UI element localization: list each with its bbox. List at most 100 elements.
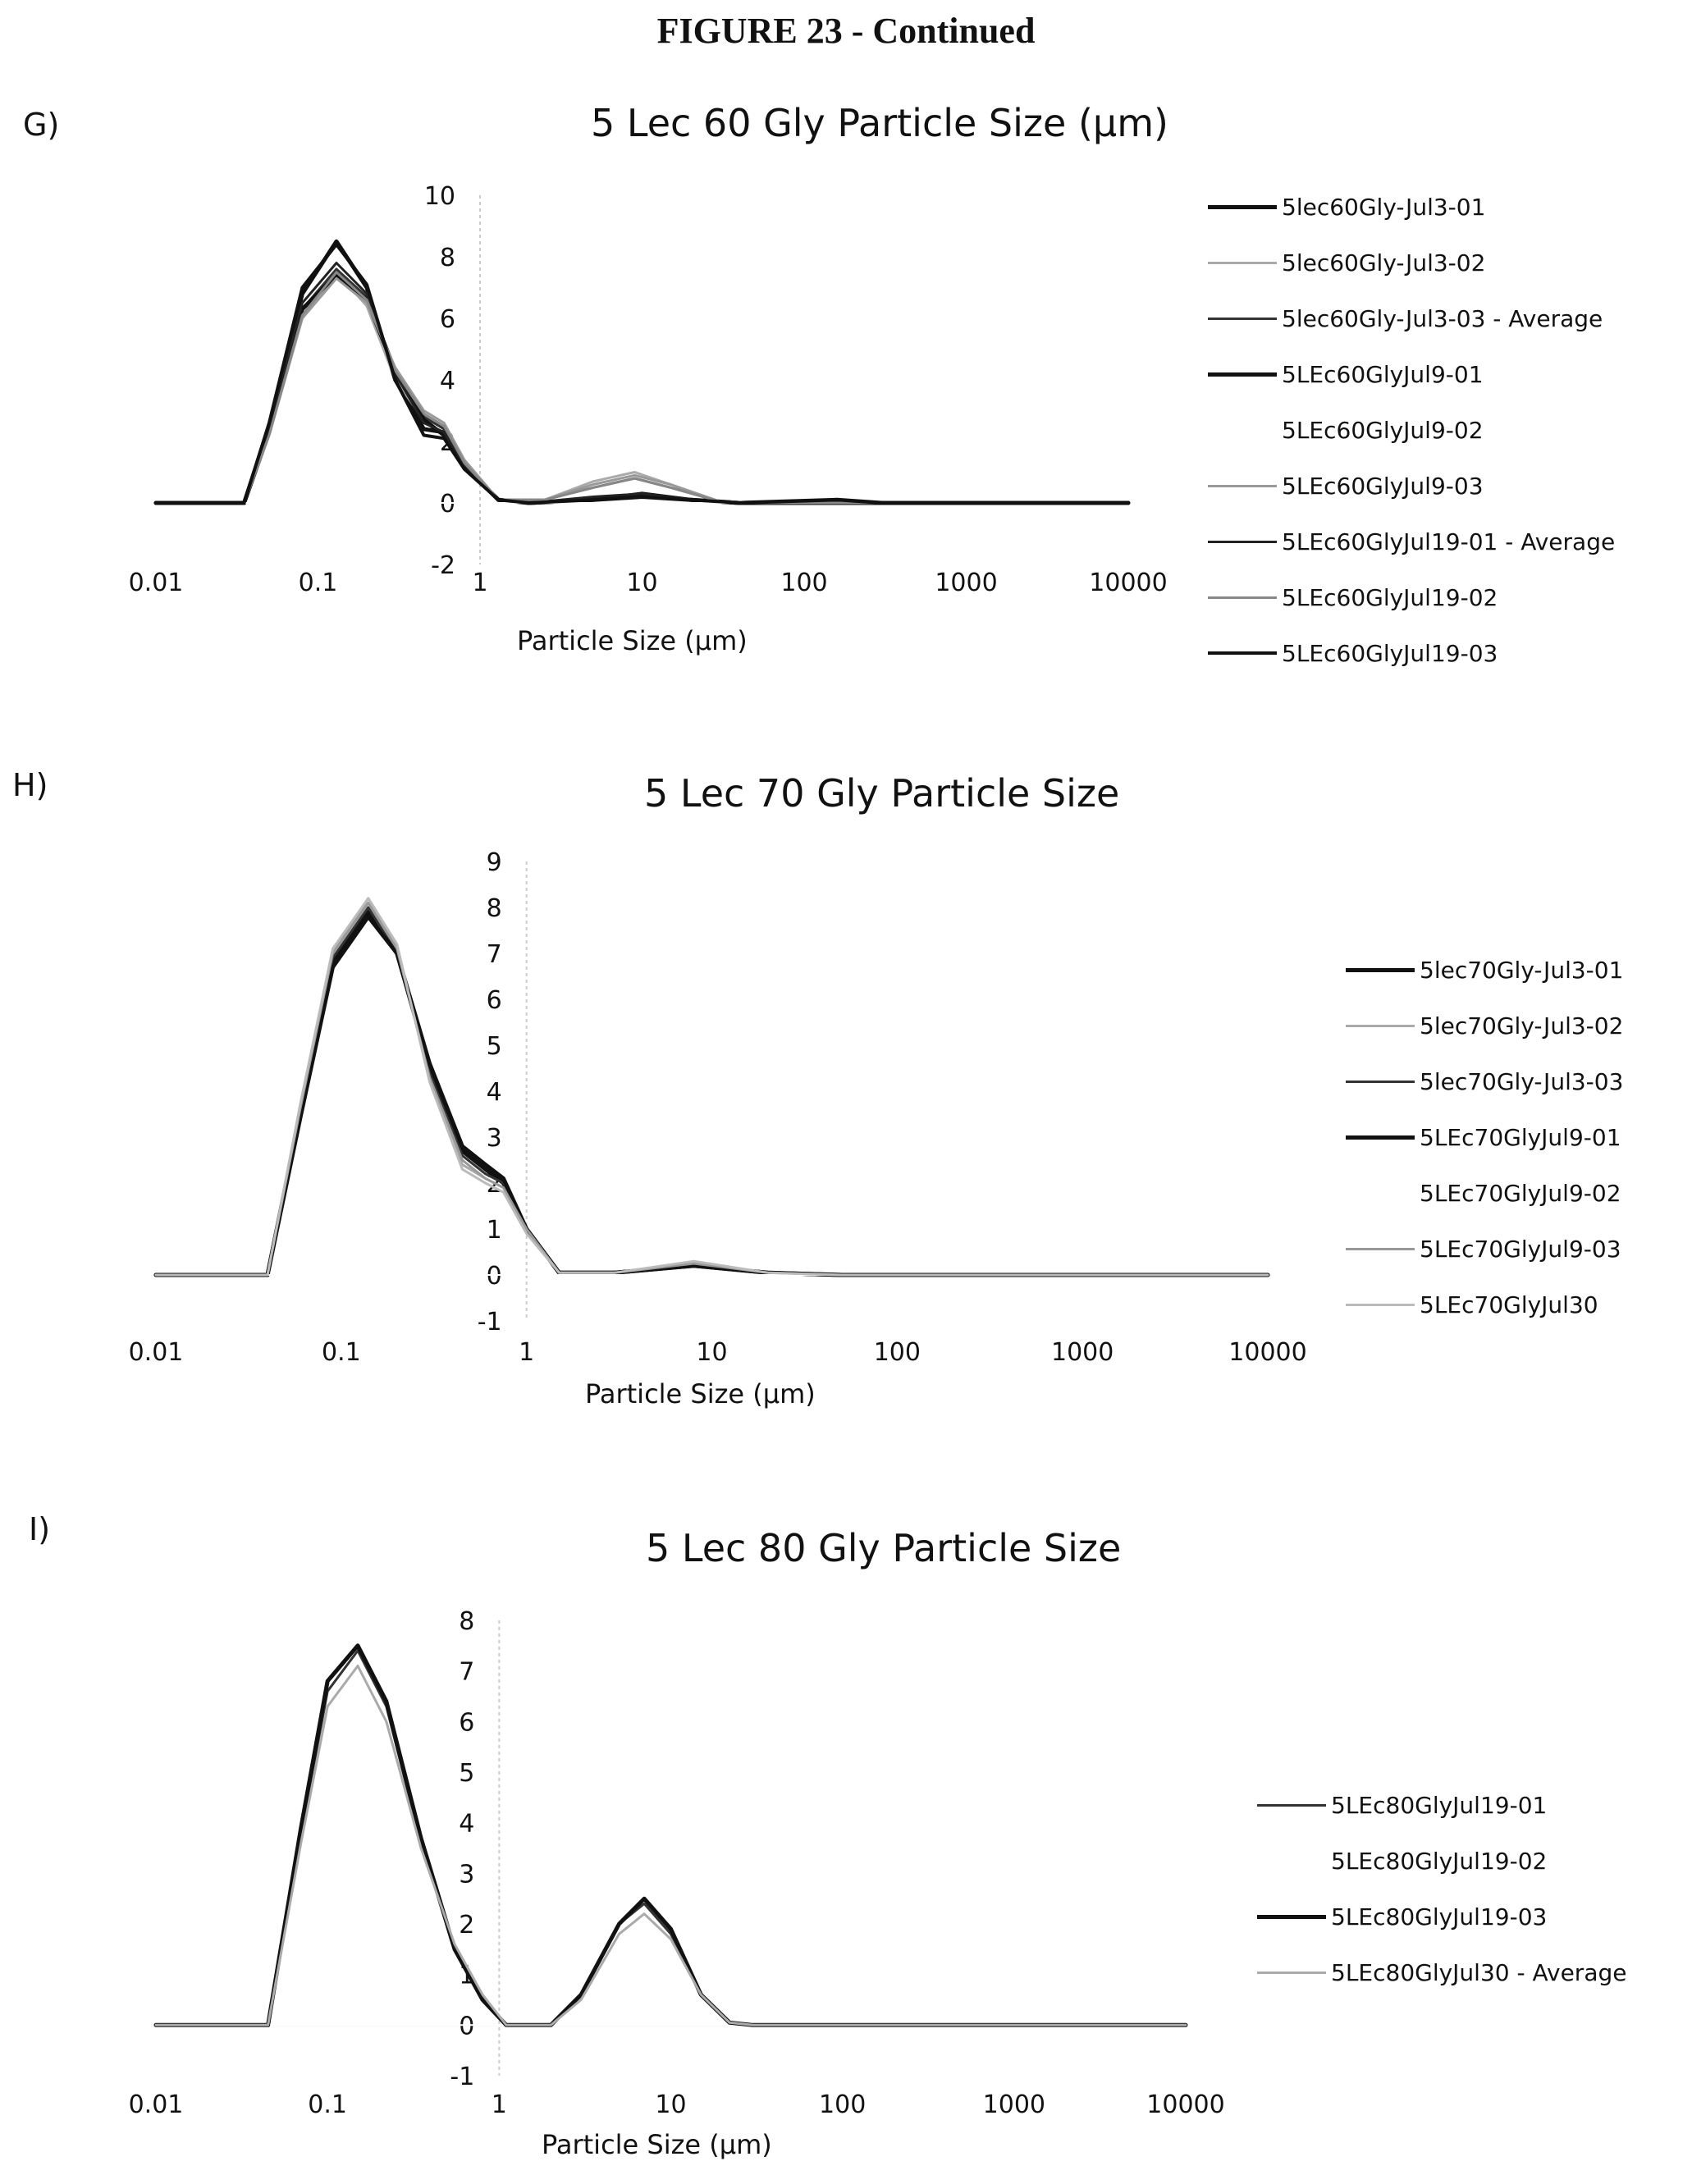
y-tick-label: 1 (487, 1216, 502, 1245)
panel-label-h: H) (12, 767, 48, 803)
y-tick-label: 7 (459, 1658, 474, 1687)
legend-item: 5lec60Gly-Jul3-03 - Average (1208, 290, 1615, 346)
y-tick-label: 4 (459, 1810, 474, 1839)
legend-swatch (1257, 1803, 1326, 1807)
legend-swatch (1257, 1914, 1326, 1919)
legend-item: 5LEc70GlyJul9-03 (1346, 1221, 1623, 1277)
x-tick-label: 10000 (1146, 2090, 1224, 2119)
series-line-5 (154, 901, 1269, 1277)
legend-h: 5lec70Gly-Jul3-01 5lec70Gly-Jul3-02 5lec70… (1346, 942, 1623, 1332)
legend-swatch (1208, 596, 1277, 599)
x-tick-label: 100 (874, 1338, 921, 1367)
legend-swatch (1208, 204, 1277, 209)
y-tick-label: 6 (440, 305, 455, 334)
legend-label: 5LEc60GlyJul19-03 (1282, 639, 1498, 667)
legend-item: 5lec70Gly-Jul3-01 (1346, 942, 1623, 998)
legend-label: 5lec70Gly-Jul3-02 (1420, 1012, 1624, 1039)
y-tick-label: 10 (424, 182, 455, 211)
y-tick-label: 0 (487, 1262, 502, 1291)
series-line-6 (154, 897, 1269, 1277)
y-tick-label: 3 (459, 1860, 474, 1889)
legend-item: 5LEc70GlyJul30 (1346, 1277, 1623, 1332)
legend-item: 5LEc80GlyJul30 - Average (1257, 1944, 1626, 2000)
legend-label: 5LEc60GlyJul19-01 - Average (1282, 528, 1616, 555)
legend-label: 5lec70Gly-Jul3-01 (1420, 956, 1624, 984)
y-tick-label: -1 (478, 1308, 502, 1336)
y-tick-label: 4 (487, 1078, 502, 1107)
series-line-0 (153, 239, 1131, 505)
legend-label: 5lec60Gly-Jul3-02 (1282, 249, 1486, 276)
legend-swatch (1346, 967, 1415, 972)
series-line-6 (154, 262, 1130, 505)
legend-swatch (1257, 1860, 1326, 1862)
chart-title-i: 5 Lec 80 Gly Particle Size (646, 1526, 1122, 1570)
legend-item: 5lec70Gly-Jul3-03 (1346, 1053, 1623, 1109)
legend-swatch (1208, 372, 1277, 377)
legend-label: 5LEc60GlyJul9-03 (1282, 472, 1484, 500)
legend-swatch (1208, 317, 1277, 320)
series-line-8 (154, 243, 1130, 505)
legend-swatch (1208, 484, 1277, 487)
panel-label-g: G) (23, 107, 60, 143)
legend-label: 5lec60Gly-Jul3-03 - Average (1282, 304, 1603, 332)
y-tick-label: 4 (440, 367, 455, 395)
x-tick-label: 1000 (935, 569, 997, 597)
series-line-1 (154, 897, 1269, 1277)
legend-swatch (1208, 540, 1277, 543)
x-tick-label: 10000 (1228, 1338, 1306, 1367)
legend-swatch (1346, 1024, 1415, 1027)
legend-label: 5LEc80GlyJul19-01 (1331, 1791, 1548, 1819)
series-line-3 (153, 914, 1270, 1277)
series-line-7 (154, 271, 1130, 505)
x-tick-label: 10 (655, 2090, 686, 2119)
legend-label: 5LEc60GlyJul19-02 (1282, 583, 1498, 611)
legend-label: 5LEc70GlyJul30 (1420, 1291, 1598, 1318)
x-tick-label: 10 (696, 1338, 727, 1367)
x-tick-label: 1 (472, 569, 487, 597)
panel-label-i: I) (29, 1511, 51, 1547)
legend-item: 5LEc60GlyJul9-01 (1208, 346, 1615, 402)
x-tick-label: 0.1 (322, 1338, 361, 1367)
x-axis-label-h: Particle Size (μm) (585, 1378, 816, 1410)
figure-title: FIGURE 23 - Continued (656, 11, 1036, 51)
x-tick-label: 0.1 (308, 2090, 347, 2119)
legend-item: 5LEc70GlyJul9-02 (1346, 1165, 1623, 1221)
x-tick-label: 1000 (1051, 1338, 1114, 1367)
chart-title-h: 5 Lec 70 Gly Particle Size (644, 771, 1120, 816)
legend-label: 5LEc70GlyJul9-03 (1420, 1235, 1621, 1263)
legend-label: 5LEc80GlyJul19-03 (1331, 1903, 1548, 1930)
y-tick-label: 6 (459, 1708, 474, 1737)
legend-item: 5LEc60GlyJul19-02 (1208, 569, 1615, 625)
x-tick-label: 0.01 (129, 2090, 184, 2119)
legend-i: 5LEc80GlyJul19-01 5LEc80GlyJul19-02 5LEc80… (1257, 1777, 1626, 2000)
legend-item: 5lec70Gly-Jul3-02 (1346, 998, 1623, 1053)
legend-label: 5LEc70GlyJul9-01 (1420, 1123, 1621, 1151)
legend-label: 5LEc60GlyJul9-02 (1282, 416, 1484, 444)
legend-label: 5LEc80GlyJul19-02 (1331, 1847, 1548, 1875)
y-tick-label: 8 (459, 1607, 474, 1636)
y-tick-label: 9 (487, 848, 502, 877)
y-tick-label: 5 (459, 1759, 474, 1788)
x-tick-label: 10000 (1089, 569, 1167, 597)
y-tick-label: -2 (431, 551, 455, 580)
y-tick-label: 6 (487, 986, 502, 1015)
series-line-2 (154, 906, 1269, 1277)
legend-item: 5LEc60GlyJul19-03 (1208, 625, 1615, 681)
y-tick-label: 8 (487, 894, 502, 923)
legend-swatch (1346, 1247, 1415, 1250)
legend-swatch (1346, 1192, 1415, 1194)
y-tick-label: 7 (487, 940, 502, 969)
x-tick-label: 100 (819, 2090, 866, 2119)
y-tick-label: 0 (459, 2012, 474, 2040)
y-tick-label: 3 (487, 1124, 502, 1153)
x-tick-label: 1000 (983, 2090, 1045, 2119)
legend-swatch (1208, 429, 1277, 431)
x-tick-label: 10 (626, 569, 657, 597)
y-tick-label: 2 (459, 1911, 474, 1940)
legend-item: 5lec60Gly-Jul3-01 (1208, 179, 1615, 235)
legend-item: 5LEc60GlyJul9-02 (1208, 402, 1615, 458)
legend-swatch (1208, 651, 1277, 655)
y-tick-label: -1 (450, 2063, 474, 2091)
